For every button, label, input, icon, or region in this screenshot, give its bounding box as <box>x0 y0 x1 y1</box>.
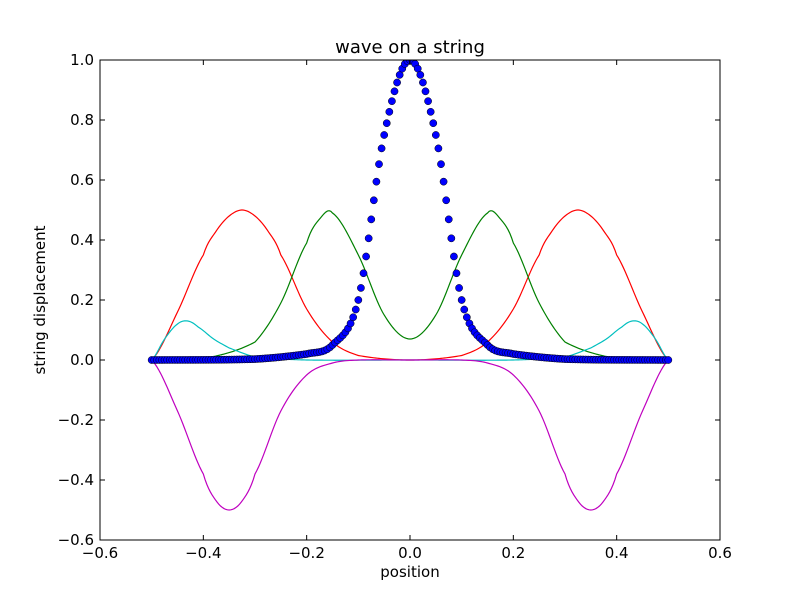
data-point <box>351 305 360 314</box>
data-point <box>431 131 440 139</box>
data-point <box>439 177 448 186</box>
data-point <box>444 215 453 224</box>
x-tick-label: 0.0 <box>398 544 422 562</box>
x-tick-label: 0.6 <box>708 544 732 562</box>
data-point <box>375 160 383 169</box>
y-tick-label: 0.8 <box>70 111 94 129</box>
data-point <box>393 78 401 87</box>
x-tick-label: −0.6 <box>82 544 118 562</box>
data-point <box>380 131 389 139</box>
y-tick-label: 0.4 <box>70 231 94 249</box>
y-tick-label: −0.6 <box>58 531 94 549</box>
data-point <box>447 234 456 243</box>
data-point <box>354 296 363 304</box>
data-point <box>390 87 399 96</box>
data-point <box>452 269 461 278</box>
data-point <box>455 284 463 292</box>
x-tick-label: −0.4 <box>185 544 221 562</box>
y-axis-label: string displacement <box>31 225 49 374</box>
y-tick-label: −0.2 <box>58 411 94 429</box>
y-tick-label: −0.4 <box>58 471 94 489</box>
y-tick-label: 0.6 <box>70 171 94 189</box>
data-point <box>367 215 376 224</box>
y-tick-label: 0.2 <box>70 291 94 309</box>
x-tick-label: 0.2 <box>501 544 525 562</box>
y-tick-label: 0.0 <box>70 351 94 369</box>
data-point <box>434 144 443 153</box>
data-point <box>424 97 432 106</box>
data-point <box>437 160 445 169</box>
data-point <box>426 107 435 116</box>
data-point <box>664 356 673 364</box>
data-point <box>442 196 451 205</box>
data-point <box>372 177 381 186</box>
data-point <box>429 119 438 128</box>
data-point <box>460 305 469 314</box>
data-point <box>377 144 386 153</box>
data-point <box>385 107 394 116</box>
data-point <box>450 252 458 261</box>
data-point <box>359 269 368 278</box>
data-point <box>421 87 430 96</box>
data-point <box>349 313 358 322</box>
data-point <box>382 119 391 128</box>
data-point <box>457 296 466 304</box>
series-line-1 <box>151 210 669 361</box>
data-point <box>388 97 396 106</box>
x-tick-label: −0.2 <box>288 544 324 562</box>
data-point <box>416 71 425 79</box>
x-axis-label: position <box>380 563 439 581</box>
chart-title: wave on a string <box>335 37 485 58</box>
series-line-3 <box>151 359 669 511</box>
y-tick-label: 1.0 <box>70 51 94 69</box>
data-point <box>357 284 365 292</box>
data-point <box>364 234 373 243</box>
x-tick-label: 0.4 <box>605 544 629 562</box>
data-point <box>369 196 378 205</box>
data-point <box>362 252 370 261</box>
data-point <box>419 78 427 87</box>
